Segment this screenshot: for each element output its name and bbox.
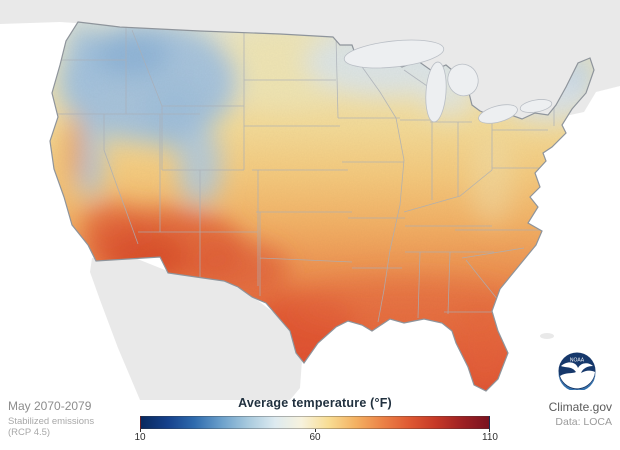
map-metadata: May 2070-2079 Stabilized emissions (RCP … <box>8 399 95 439</box>
great-lakes <box>343 39 553 124</box>
colorbar-tick-max <box>489 429 490 432</box>
lake-erie <box>478 104 518 124</box>
temperature-legend: Average temperature (°F) 10 60 110 <box>133 396 498 444</box>
state-borders <box>50 22 555 323</box>
noaa-logo-icon: NOAA <box>558 352 596 397</box>
colorbar-label-min: 10 <box>134 432 146 443</box>
colorbar-tick-mid <box>315 429 316 432</box>
data-label: Data: LOCA <box>555 415 612 428</box>
footer: May 2070-2079 Stabilized emissions (RCP … <box>0 352 620 450</box>
mexico-landmass <box>90 256 302 400</box>
scenario-label-line1: Stabilized emissions <box>8 415 95 427</box>
colorbar-wrap: 10 60 110 <box>133 414 498 444</box>
credits: NOAA Climate.gov Data: LOCA <box>548 352 612 429</box>
colorbar-tick-min <box>140 429 141 432</box>
time-period-label: May 2070-2079 <box>8 399 92 413</box>
source-label: Climate.gov <box>548 400 612 414</box>
us-temperature-map <box>0 0 620 400</box>
legend-title: Average temperature (°F) <box>238 396 392 410</box>
island-landmass <box>540 333 554 339</box>
lake-ontario <box>519 99 553 113</box>
lake-superior <box>343 39 445 69</box>
lake-michigan <box>425 61 447 123</box>
colorbar-gradient <box>140 416 490 429</box>
lake-huron <box>447 63 479 97</box>
scenario-label-line2: (RCP 4.5) <box>8 426 51 438</box>
colorbar-label-mid: 60 <box>309 432 321 443</box>
colorbar-label-max: 110 <box>482 432 498 443</box>
noaa-logo-text: NOAA <box>570 358 585 364</box>
